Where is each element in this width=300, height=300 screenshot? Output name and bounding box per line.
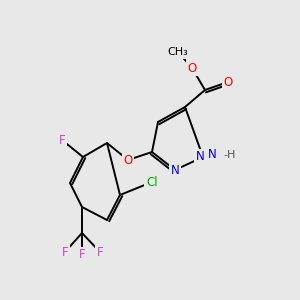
Text: F: F [97, 245, 103, 259]
Text: F: F [59, 134, 65, 146]
Text: N: N [171, 164, 179, 176]
Text: F: F [62, 245, 68, 259]
Text: F: F [79, 248, 85, 262]
Text: Cl: Cl [146, 176, 158, 188]
Text: O: O [123, 154, 133, 166]
Text: N: N [208, 148, 216, 161]
Text: CH₃: CH₃ [168, 47, 188, 57]
Text: O: O [224, 76, 232, 88]
Text: N: N [196, 151, 204, 164]
Text: O: O [188, 61, 196, 74]
Text: -H: -H [223, 150, 236, 160]
